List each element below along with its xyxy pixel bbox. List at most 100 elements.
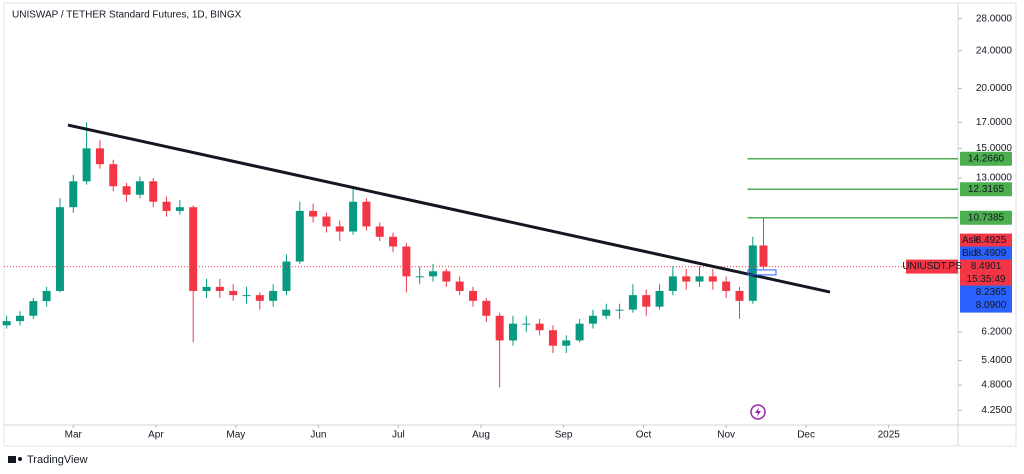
logo-dot bbox=[18, 457, 22, 461]
candle-body bbox=[55, 207, 64, 291]
candle-body bbox=[29, 301, 38, 316]
price-label-box bbox=[960, 285, 1012, 300]
candle-body bbox=[759, 245, 768, 267]
candle-body bbox=[135, 181, 144, 195]
candle-body bbox=[349, 201, 358, 232]
candle-body bbox=[735, 290, 744, 301]
candle-body bbox=[602, 309, 611, 316]
candle-body bbox=[282, 261, 291, 291]
candle-body bbox=[642, 295, 651, 307]
price-label-value: 8.2365 bbox=[976, 287, 1007, 298]
x-tick-label: Apr bbox=[148, 430, 164, 441]
level-label-box bbox=[960, 210, 1012, 225]
trendline bbox=[67, 123, 831, 294]
x-tick-label: Jul bbox=[392, 430, 405, 441]
candle-body bbox=[748, 245, 757, 301]
y-tick-label: 24.0000 bbox=[976, 45, 1013, 56]
candle-body bbox=[442, 271, 451, 282]
candle-body bbox=[109, 164, 118, 187]
candle-body bbox=[722, 281, 731, 291]
candle-body bbox=[95, 148, 104, 165]
y-tick-label: 15.0000 bbox=[976, 143, 1013, 154]
candle-body bbox=[202, 286, 211, 291]
candle-body bbox=[309, 210, 318, 217]
price-label-value: 8.4925 bbox=[976, 235, 1007, 246]
candle-body bbox=[548, 330, 557, 346]
candle-body bbox=[668, 276, 677, 291]
level-label: 14.2660 bbox=[968, 153, 1005, 164]
candle-body bbox=[535, 323, 544, 331]
candle-body bbox=[429, 271, 438, 277]
candle-body bbox=[15, 315, 24, 322]
symbol-label-box bbox=[906, 259, 958, 274]
y-tick-label: 20.0000 bbox=[976, 83, 1013, 94]
candle-body bbox=[215, 286, 224, 291]
logo-mark bbox=[8, 456, 16, 463]
price-label-box bbox=[960, 246, 1012, 261]
candle-body bbox=[628, 295, 637, 310]
candle-body bbox=[682, 276, 691, 282]
x-tick-label: Jun bbox=[310, 430, 326, 441]
candle-body bbox=[295, 210, 304, 262]
price-label-name: Ask bbox=[962, 235, 980, 246]
price-label-box bbox=[960, 298, 1012, 313]
candle-body bbox=[482, 300, 491, 316]
y-tick-label: 4.8000 bbox=[981, 380, 1012, 391]
footer: TradingView bbox=[27, 454, 88, 466]
plot-area bbox=[2, 122, 958, 388]
candle-body bbox=[389, 236, 398, 247]
candle-body bbox=[149, 181, 158, 202]
x-tick-label: Aug bbox=[472, 430, 490, 441]
y-tick-label: 5.4000 bbox=[981, 355, 1012, 366]
candle-body bbox=[455, 281, 464, 291]
level-label: 10.7385 bbox=[968, 212, 1005, 223]
candle-body bbox=[335, 226, 344, 232]
candle-body bbox=[415, 276, 424, 278]
x-tick-label: 2025 bbox=[878, 430, 901, 441]
alert-bolt bbox=[755, 407, 761, 417]
price-label-box bbox=[960, 259, 1012, 287]
y-tick-label: 6.2000 bbox=[981, 327, 1012, 338]
price-label-box bbox=[960, 233, 1012, 248]
price-label-value: 8.0900 bbox=[976, 300, 1007, 311]
candle-body bbox=[189, 207, 198, 291]
candle-body bbox=[122, 186, 131, 195]
level-label: 12.3165 bbox=[968, 184, 1005, 195]
candle-body bbox=[82, 148, 91, 182]
symbol-label: UNIUSDT.PS bbox=[902, 261, 962, 272]
candle-body bbox=[255, 295, 264, 301]
x-tick-label: Nov bbox=[717, 430, 735, 441]
candle-body bbox=[469, 290, 478, 301]
x-tick-label: Dec bbox=[797, 430, 815, 441]
price-label-value: 8.4901 bbox=[971, 261, 1002, 272]
y-tick-label: 28.0000 bbox=[976, 13, 1013, 24]
logo: TradingView bbox=[8, 454, 88, 466]
price-countdown: 15:35:49 bbox=[967, 274, 1006, 285]
candle-body bbox=[402, 246, 411, 277]
candle-body bbox=[242, 295, 251, 297]
candle-body bbox=[42, 290, 51, 302]
candle-body bbox=[575, 323, 584, 341]
candle-body bbox=[655, 290, 664, 307]
y-tick-label: 4.2500 bbox=[981, 405, 1012, 416]
candle-body bbox=[2, 321, 11, 326]
chart-title: UNISWAP / TETHER Standard Futures, 1D, B… bbox=[12, 10, 242, 21]
candle-body bbox=[522, 323, 531, 325]
candle-body bbox=[362, 201, 371, 227]
candle-body bbox=[508, 323, 517, 341]
candle-body bbox=[229, 290, 238, 296]
frame bbox=[3, 2, 1017, 447]
level-label-box bbox=[960, 151, 1012, 166]
x-tick-label: Sep bbox=[555, 430, 573, 441]
alert-circle bbox=[750, 404, 766, 420]
candle-body bbox=[375, 226, 384, 237]
candle-body bbox=[588, 315, 597, 324]
price-label-value: 8.4909 bbox=[976, 248, 1007, 259]
x-tick-label: Oct bbox=[636, 430, 652, 441]
candle-body bbox=[708, 276, 717, 282]
y-tick-label: 17.0000 bbox=[976, 117, 1013, 128]
price-label-name: Bid bbox=[962, 248, 976, 259]
candle-body bbox=[322, 216, 331, 227]
level-label-box bbox=[960, 182, 1012, 197]
